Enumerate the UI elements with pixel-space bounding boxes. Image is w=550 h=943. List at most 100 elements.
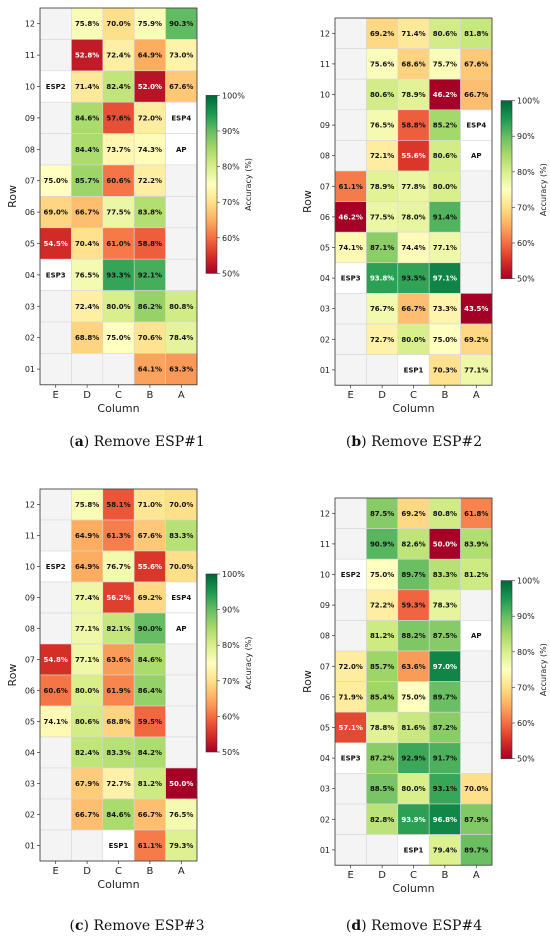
heatmap-cell bbox=[133, 581, 166, 614]
colorbar-tick-label: 50% bbox=[517, 275, 535, 284]
heatmap-cell bbox=[165, 488, 198, 521]
heatmap-cell bbox=[428, 354, 461, 386]
cell-value-label: 72.0% bbox=[138, 114, 162, 122]
cell-value-label: 92.9% bbox=[401, 755, 425, 763]
heatmap-cell bbox=[133, 674, 166, 707]
cell-value-label: 71.4% bbox=[401, 30, 425, 38]
cell-value-label: 87.1% bbox=[370, 244, 394, 252]
heatmap-cell bbox=[39, 488, 72, 521]
y-tick-label: 11 bbox=[25, 532, 35, 541]
heatmap-cell bbox=[165, 674, 198, 707]
heatmap-cell bbox=[133, 321, 166, 354]
cell-value-label: 87.2% bbox=[370, 755, 394, 763]
heatmap-cell bbox=[165, 164, 198, 197]
heatmap-cell bbox=[71, 767, 104, 800]
heatmap-panel-2: 69.2% 71.4% 80.6% 81.8% 75.6% 68.6% 75.7% 67.6%… bbox=[301, 17, 548, 450]
heatmap-cell bbox=[39, 612, 72, 645]
y-axis-title: Row bbox=[301, 190, 314, 213]
marker-label: ESP4 bbox=[171, 114, 191, 122]
y-tick-label: 03 bbox=[25, 780, 35, 789]
y-tick-label: 12 bbox=[320, 509, 330, 518]
cell-value-label: 58.8% bbox=[401, 122, 425, 130]
y-tick-label: 10 bbox=[25, 83, 35, 92]
y-tick-label: 05 bbox=[25, 240, 35, 249]
cell-value-label: 80.6% bbox=[75, 718, 99, 726]
colorbar-tick-label: 60% bbox=[222, 234, 240, 243]
heatmap-cell bbox=[366, 231, 399, 264]
heatmap-cell bbox=[428, 528, 461, 560]
cell-value-label: 74.1% bbox=[44, 718, 68, 726]
y-tick-label: 01 bbox=[320, 366, 330, 375]
y-tick-label: 02 bbox=[25, 811, 35, 820]
caption-letter: d bbox=[351, 918, 361, 934]
y-tick-label: 03 bbox=[320, 305, 330, 314]
cell-value-label: 81.6% bbox=[401, 724, 425, 732]
heatmap-cell bbox=[397, 140, 430, 172]
y-tick-label: 07 bbox=[25, 177, 35, 186]
heatmap-cell bbox=[133, 164, 166, 197]
heatmap-cell bbox=[366, 650, 399, 682]
marker-label: ESP4 bbox=[171, 594, 191, 602]
y-tick-label: 01 bbox=[25, 842, 35, 851]
x-tick-label: C bbox=[410, 870, 417, 881]
heatmap-cell bbox=[39, 290, 72, 323]
y-tick-label: 04 bbox=[320, 274, 330, 283]
heatmap-cell bbox=[334, 140, 367, 172]
cell-value-label: 70.3% bbox=[433, 366, 457, 374]
heatmap-cell bbox=[39, 196, 72, 229]
colorbar bbox=[205, 95, 218, 274]
x-tick-label: A bbox=[178, 866, 185, 877]
cell-value-label: 85.7% bbox=[75, 177, 99, 185]
x-axis-title: Column bbox=[97, 878, 139, 891]
heatmap-cell bbox=[366, 711, 399, 744]
cell-value-label: 79.3% bbox=[169, 842, 193, 850]
cell-value-label: 60.6% bbox=[44, 687, 68, 695]
cell-value-label: 77.8% bbox=[401, 183, 425, 191]
y-tick-label: 03 bbox=[320, 785, 330, 794]
heatmap-cell bbox=[71, 101, 104, 134]
heatmap-cell bbox=[366, 293, 399, 325]
cell-value-label: 80.6% bbox=[370, 91, 394, 99]
cell-value-label: 87.5% bbox=[370, 510, 394, 518]
x-tick-label: D bbox=[378, 390, 386, 401]
heatmap-cell bbox=[428, 48, 461, 80]
heatmap-cell bbox=[39, 353, 72, 386]
marker-label: ESP3 bbox=[341, 275, 361, 283]
heatmap-cell bbox=[165, 227, 198, 260]
cell-value-label: 61.1% bbox=[339, 183, 363, 191]
colorbar-tick-label: 90% bbox=[517, 132, 535, 141]
heatmap-cell bbox=[334, 497, 367, 529]
heatmap-cell bbox=[460, 558, 493, 591]
panel-caption: (a) Remove ESP#1 bbox=[69, 434, 205, 450]
colorbar bbox=[205, 573, 218, 753]
colorbar-tick-label: 100% bbox=[517, 97, 540, 106]
heatmap-cell bbox=[102, 133, 135, 166]
heatmap-cell bbox=[397, 620, 430, 652]
heatmap-cell bbox=[39, 164, 72, 197]
cell-value-label: 77.1% bbox=[75, 656, 99, 664]
cell-value-label: 72.2% bbox=[370, 602, 394, 610]
cell-value-label: 75.6% bbox=[370, 60, 394, 68]
heatmap-cell bbox=[71, 829, 104, 862]
cell-value-label: 61.3% bbox=[106, 532, 130, 540]
cell-value-label: 66.7% bbox=[75, 209, 99, 217]
y-tick-label: 06 bbox=[320, 213, 330, 222]
heatmap-cell bbox=[39, 519, 72, 552]
cell-value-label: 59.3% bbox=[401, 602, 425, 610]
heatmap-cell bbox=[334, 293, 367, 325]
cell-value-label: 75.8% bbox=[75, 501, 99, 509]
heatmap-cell bbox=[460, 620, 493, 652]
cell-value-label: 78.9% bbox=[401, 91, 425, 99]
y-tick-label: 10 bbox=[25, 563, 35, 572]
cell-value-label: 97.0% bbox=[433, 663, 457, 671]
y-tick-label: 11 bbox=[25, 51, 35, 60]
cell-value-label: 75.8% bbox=[75, 20, 99, 28]
cell-value-label: 72.7% bbox=[106, 780, 130, 788]
cell-value-label: 78.8% bbox=[370, 724, 394, 732]
x-tick-label: E bbox=[348, 390, 354, 401]
heatmap-cell bbox=[133, 798, 166, 831]
heatmap-cell bbox=[428, 558, 461, 591]
heatmap-cell bbox=[460, 231, 493, 264]
heatmap-cell bbox=[428, 109, 461, 141]
heatmap-cell bbox=[334, 201, 367, 233]
